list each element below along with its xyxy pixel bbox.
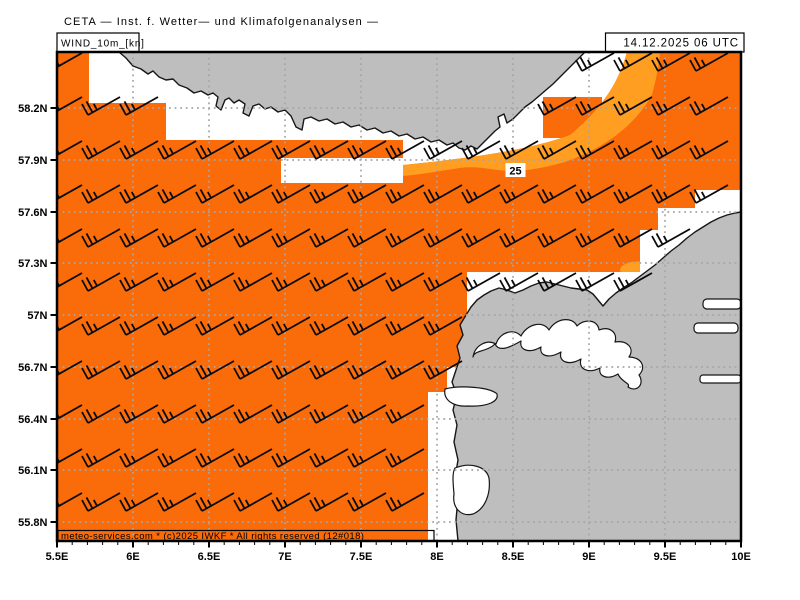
norway-landmass: [118, 52, 586, 151]
lon-tick-label: 7E: [278, 551, 291, 563]
axis-layer: 5.5E 6E 6.5E 7E 7.5E 8E 8.5E 9E 9.5E 10E 58.2N 57.9…: [18, 103, 751, 563]
lon-tick-label: 8E: [430, 551, 443, 563]
lat-tick-label: 57.9N: [18, 155, 47, 167]
datetime-text: 14.12.2025 06 UTC: [623, 38, 739, 50]
limfjord-water: [472, 319, 644, 390]
map-area: 25 meteo-services.com * (c)2025 IWKF * A…: [57, 52, 741, 542]
fjord-sliver-water: [702, 298, 741, 310]
fjord-sliver-water: [693, 322, 739, 334]
attribution-text: meteo-services.com * (c)2025 IWKF * All …: [61, 531, 364, 542]
page-title: CETA — Inst. f. Wetter— und Klimafolgena…: [64, 16, 379, 28]
contour-label-text: 25: [509, 166, 521, 178]
contour-label-box: [505, 163, 526, 177]
unshaded-sea-step-block: [281, 158, 403, 183]
lat-tick-label: 57.3N: [18, 258, 47, 270]
lon-tick-label: 9.5E: [654, 551, 677, 563]
variable-label-text: WIND_10m_[kn]: [61, 39, 145, 50]
lat-tick-label: 56.7N: [18, 362, 47, 374]
lon-tick-label: 10E: [731, 551, 751, 563]
lat-tick-label: 55.8N: [18, 517, 47, 529]
lat-tick-label: 57N: [27, 310, 47, 322]
lat-tick-label: 56.4N: [18, 414, 47, 426]
nissum-fjord-lagoon: [444, 386, 498, 407]
lon-tick-label: 9E: [582, 551, 595, 563]
lon-tick-label: 8.5E: [502, 551, 525, 563]
fjord-sliver-water: [699, 374, 741, 384]
contour-label-25: 25: [505, 163, 526, 178]
lon-tick-label: 6E: [126, 551, 139, 563]
wind-shading-dark: [57, 52, 741, 541]
datetime-box: [604, 32, 745, 53]
map-frame: [55, 50, 743, 543]
wind-shading-light-band: [403, 52, 660, 176]
lon-tick-label: 5.5E: [46, 551, 69, 563]
variable-label: WIND_10m_[kn]: [56, 32, 145, 53]
datetime-label: 14.12.2025 06 UTC: [604, 32, 745, 53]
variable-label-box: [56, 32, 140, 53]
lat-tick-label: 58.2N: [18, 103, 47, 115]
lon-tick-label: 7.5E: [350, 551, 373, 563]
lat-tick-label: 57.6N: [18, 207, 47, 219]
lat-tick-label: 56.1N: [18, 465, 47, 477]
lon-tick-label: 6.5E: [198, 551, 221, 563]
